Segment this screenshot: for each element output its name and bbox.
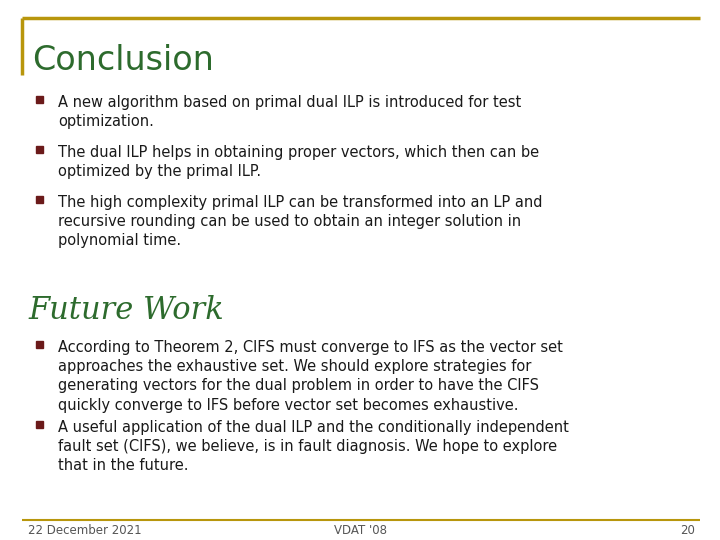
Bar <box>36 96 43 103</box>
Text: A useful application of the dual ILP and the conditionally independent
fault set: A useful application of the dual ILP and… <box>58 420 569 474</box>
Text: A new algorithm based on primal dual ILP is introduced for test
optimization.: A new algorithm based on primal dual ILP… <box>58 95 521 129</box>
Text: According to Theorem 2, CIFS must converge to IFS as the vector set
approaches t: According to Theorem 2, CIFS must conver… <box>58 340 563 413</box>
Bar <box>36 146 43 153</box>
Text: The dual ILP helps in obtaining proper vectors, which then can be
optimized by t: The dual ILP helps in obtaining proper v… <box>58 145 539 179</box>
Text: Conclusion: Conclusion <box>32 44 214 77</box>
Text: Future Work: Future Work <box>28 295 224 326</box>
Text: The high complexity primal ILP can be transformed into an LP and
recursive round: The high complexity primal ILP can be tr… <box>58 195 542 248</box>
Bar <box>36 196 43 203</box>
Bar <box>36 341 43 348</box>
Text: VDAT '08: VDAT '08 <box>333 523 387 537</box>
Text: 20: 20 <box>680 523 695 537</box>
Bar <box>36 421 43 428</box>
Text: 22 December 2021: 22 December 2021 <box>28 523 142 537</box>
